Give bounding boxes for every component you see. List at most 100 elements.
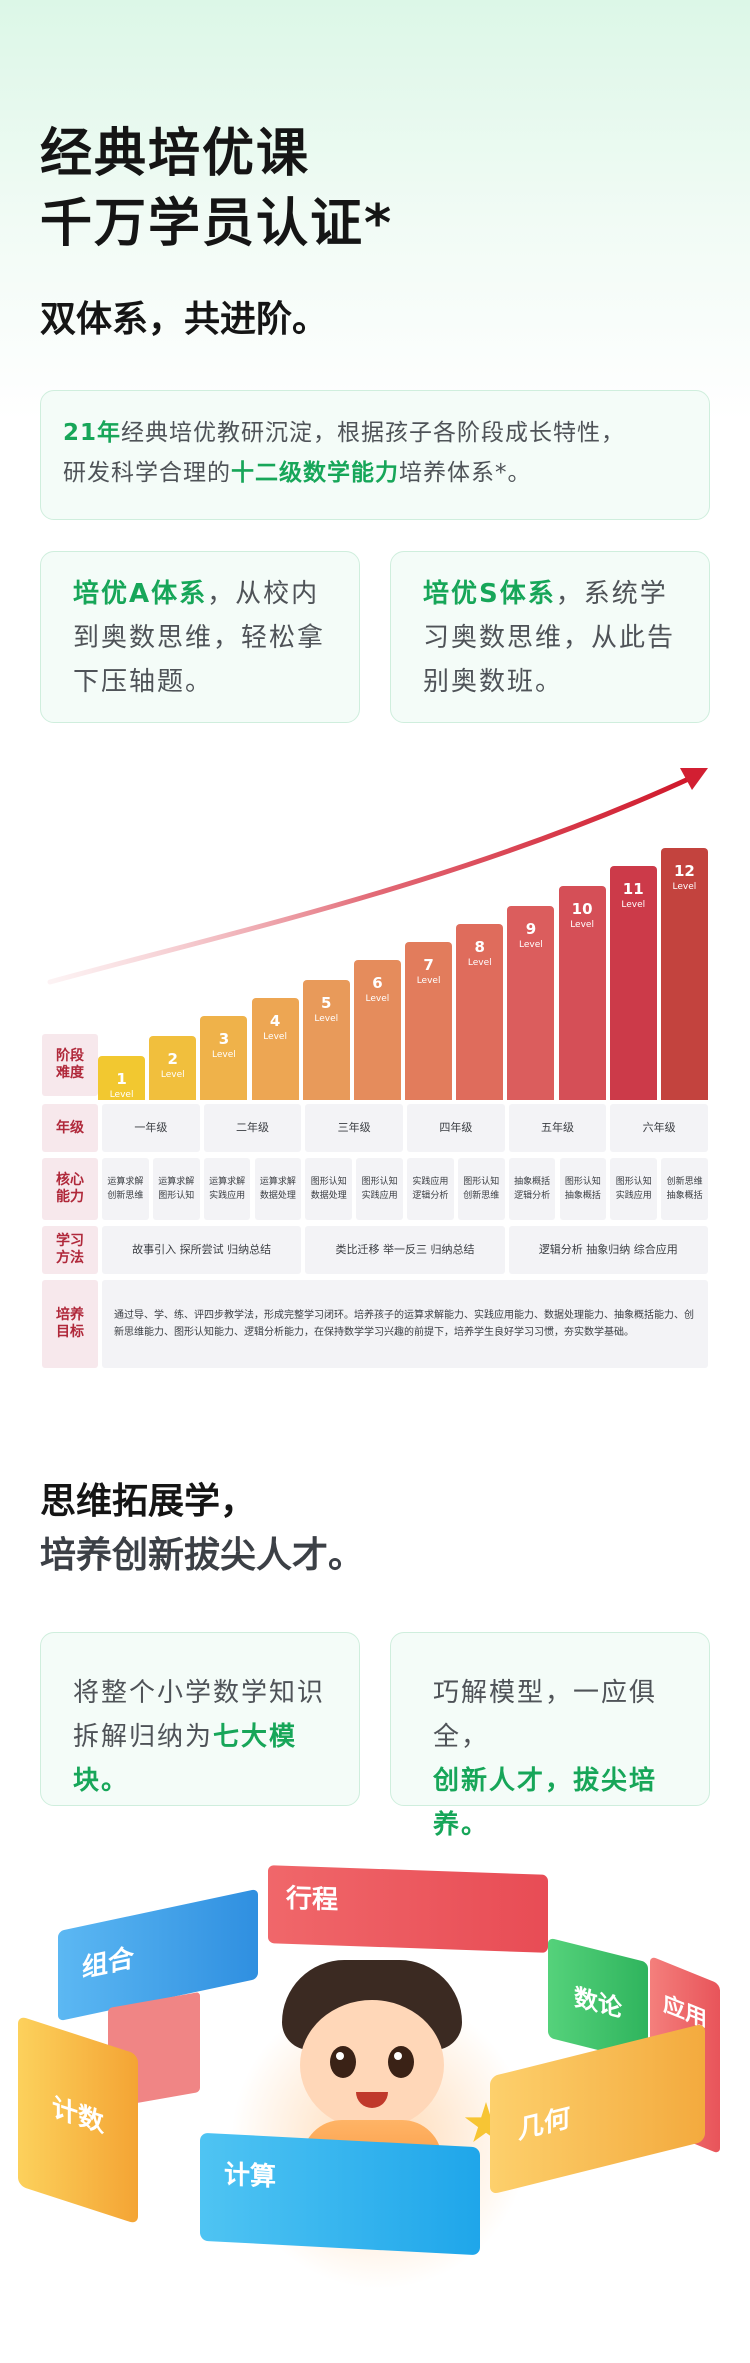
intro-highlight-levels: 十二级数学能力 [231,460,399,486]
section2-title-line1: 思维拓展学， [40,1481,257,1522]
method-cell: 类比迁移 举一反三 归纳总结 [305,1226,505,1274]
system-a-text: ，从校内到奥数思维，轻松拿下压轴题。 [73,579,326,697]
level-number: 3 [218,1030,230,1048]
module-geometry-label: 几何 [518,2102,571,2146]
intro-card-text: 21年经典培优教研沉淀，根据孩子各阶段成长特性， 研发科学合理的十二级数学能力培… [63,413,693,493]
level-bar: 2 Level [149,1036,197,1100]
row-label-method: 学习 方法 [42,1226,98,1274]
level-word: Level [416,976,441,986]
module-geometry: 几何 [490,2023,705,2195]
row-label-grade: 年级 [42,1104,98,1152]
system-card-a: 培优A体系，从校内到奥数思维，轻松拿下压轴题。 [40,551,360,723]
level-number: 8 [474,938,485,956]
level-word: Level [109,1090,134,1100]
level-bar: 7 Level [405,942,453,1100]
grade-cell: 六年级 [610,1104,708,1152]
arrow-head-icon [680,768,708,790]
level-word: Level [467,958,492,968]
ability-cell: 抽象概括 逻辑分析 [508,1158,556,1220]
level-bars: 1 Level 2 Level 3 Level 4 Level 5 Level 6 Level 7 Lev… [98,840,708,1100]
boy-mascot [272,1960,472,2190]
grade-cell: 四年级 [407,1104,505,1152]
module-number-theory-label: 数论 [574,1982,622,2023]
level-word: Level [519,940,543,950]
level-word: Level [212,1050,236,1060]
section2-title-line2: 培养创新拔尖人才。 [40,1535,365,1576]
ability-cell: 图形认知 实践应用 [610,1158,658,1220]
intro-text-3: 培养体系*。 [399,460,532,486]
level-bar: 8 Level [456,924,504,1100]
grade-cell: 五年级 [508,1104,607,1152]
module-travel-label: 行程 [286,1883,339,1916]
grade-cell: 一年级 [102,1104,200,1152]
system-card-s: 培优S体系，系统学习奥数思维，从此告别奥数班。 [390,551,710,723]
module-card-2: 巧解模型，一应俱全， 创新人才，拔尖培养。 [390,1632,710,1840]
ability-cell: 图形认知 抽象概括 [559,1158,607,1220]
row-label-ability: 核心 能力 [42,1158,98,1220]
hero-subtitle: 双体系，共进阶。 [40,299,329,340]
system-s-title: 培优S体系 [423,579,556,609]
level-word: Level [570,920,594,930]
ability-cell: 实践应用 逻辑分析 [407,1158,454,1220]
system-s-text: ，系统学习奥数思维，从此告别奥数班。 [423,579,676,697]
ability-cell: 创新思维 抽象概括 [661,1158,708,1220]
level-bar: 11 Level [609,866,657,1100]
module-ring: 行程 组合 数论 应用 计数 几何 计算 [0,1840,750,2363]
level-word: Level [621,900,646,910]
level-bar: 1 Level [98,1056,146,1100]
level-number: 11 [622,880,644,898]
row-label-goal: 培养 目标 [42,1280,98,1368]
level-word: Level [672,882,697,892]
module-card-1: 将整个小学数学知识拆解归纳为七大模块。 [40,1632,360,1806]
module-card-1-highlight: 七大模块。 [73,1722,298,1796]
level-number: 2 [167,1050,178,1068]
ability-cell: 运算求解 创新思维 [102,1158,149,1220]
level-bar: 10 Level [558,886,606,1100]
ability-cell: 图形认知 创新思维 [457,1158,505,1220]
level-bar: 4 Level [251,998,299,1100]
ability-cell: 运算求解 图形认知 [152,1158,200,1220]
module-card-2-highlight: 创新人才，拔尖培养。 [433,1766,658,1840]
level-number: 7 [423,956,434,974]
level-bar: 5 Level [302,980,350,1100]
level-number: 5 [321,994,332,1012]
level-number: 6 [372,974,383,992]
level-word: Level [160,1070,185,1080]
level-number: 1 [116,1070,127,1088]
system-a-title: 培优A体系 [73,579,208,609]
level-word: Level [314,1014,339,1024]
module-card-1-text: 将整个小学数学知识拆解归纳为 [73,1678,326,1752]
module-calculation: 计算 [200,2132,480,2256]
grade-cell: 三年级 [305,1104,403,1152]
ability-cell: 图形认知 数据处理 [305,1158,353,1220]
level-number: 4 [269,1012,281,1030]
intro-highlight-years: 21年 [63,420,122,446]
intro-card: 21年经典培优教研沉淀，根据孩子各阶段成长特性， 研发科学合理的十二级数学能力培… [40,390,710,520]
ability-cell: 运算求解 数据处理 [254,1158,302,1220]
level-number: 12 [673,862,695,880]
module-counting-label: 计数 [51,2092,104,2140]
growth-arrow [47,768,708,985]
hero-title-line1: 经典培优课 [40,124,311,184]
module-card-2-text: 巧解模型，一应俱全， [433,1678,658,1752]
intro-text-1: 经典培优教研沉淀，根据孩子各阶段成长特性， [121,420,626,446]
row-label-difficulty: 阶段 难度 [42,1034,98,1096]
module-travel: 行程 [268,1865,548,1953]
module-calculation-label: 计算 [224,2159,277,2193]
method-cell: 故事引入 探所尝试 归纳总结 [102,1226,302,1274]
level-word: Level [263,1032,287,1042]
module-combination-label: 组合 [82,1943,135,1985]
grade-cell: 二年级 [203,1104,302,1152]
level-bar: 12 Level [660,848,708,1100]
goal-cell: 通过导、学、练、评四步教学法，形成完整学习闭环。培养孩子的运算求解能力、实践应用… [102,1280,708,1368]
level-bar: 3 Level [200,1016,248,1100]
level-bar: 6 Level [353,960,401,1100]
level-bar: 9 Level [507,906,555,1100]
ability-cell: 图形认知 实践应用 [356,1158,403,1220]
level-number: 10 [571,900,593,918]
level-word: Level [365,994,390,1004]
ability-cell: 运算求解 实践应用 [203,1158,251,1220]
hero-title-line2: 千万学员认证* [40,194,394,254]
level-number: 9 [525,920,537,938]
method-cell: 逻辑分析 抽象归纳 综合应用 [508,1226,708,1274]
